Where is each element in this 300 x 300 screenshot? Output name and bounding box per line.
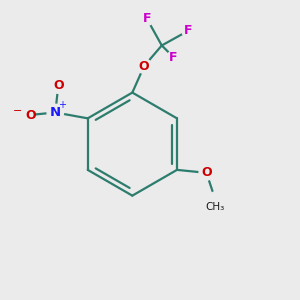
Circle shape bbox=[51, 79, 66, 93]
Circle shape bbox=[182, 24, 195, 37]
Circle shape bbox=[208, 192, 223, 207]
Circle shape bbox=[47, 104, 64, 121]
Text: +: + bbox=[58, 100, 66, 110]
Circle shape bbox=[141, 13, 154, 26]
Circle shape bbox=[199, 166, 214, 180]
Circle shape bbox=[137, 59, 152, 74]
Text: −: − bbox=[13, 106, 22, 116]
Text: N: N bbox=[50, 106, 61, 119]
Text: CH₃: CH₃ bbox=[206, 202, 225, 212]
Circle shape bbox=[167, 51, 180, 64]
Text: O: O bbox=[25, 109, 36, 122]
Circle shape bbox=[19, 108, 33, 123]
Text: O: O bbox=[53, 80, 64, 92]
Text: O: O bbox=[201, 166, 212, 179]
Text: O: O bbox=[139, 60, 149, 73]
Text: F: F bbox=[143, 13, 151, 26]
Text: F: F bbox=[169, 51, 178, 64]
Text: F: F bbox=[184, 24, 193, 37]
